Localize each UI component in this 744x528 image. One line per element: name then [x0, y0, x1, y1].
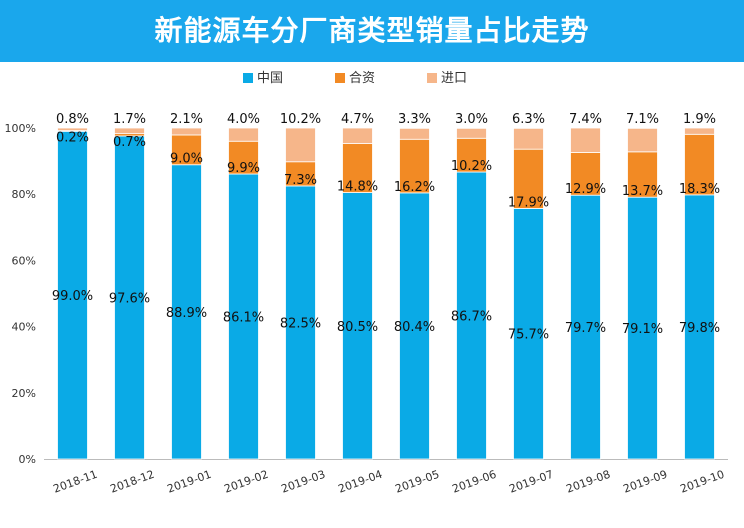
data-label: 88.9% — [166, 306, 207, 321]
bar-segment — [570, 194, 601, 460]
data-label: 9.9% — [227, 161, 260, 176]
data-label: 7.4% — [569, 112, 602, 127]
bar-segment — [285, 185, 316, 460]
bar-segment — [171, 134, 202, 166]
data-label: 3.3% — [398, 112, 431, 127]
bars — [57, 127, 715, 460]
data-label: 97.6% — [109, 291, 150, 306]
bar-segment — [342, 143, 373, 193]
data-label: 0.7% — [113, 135, 146, 150]
bar-segment — [57, 130, 88, 460]
x-tick-label: 2019-01 — [165, 468, 213, 496]
x-tick-label: 2019-03 — [279, 468, 327, 496]
data-label: 82.5% — [280, 316, 321, 331]
y-tick-label: 100% — [5, 122, 36, 135]
bar-segment — [456, 127, 487, 139]
bar-segment — [570, 127, 601, 153]
bar-segment — [399, 127, 430, 140]
y-tick-label: 40% — [12, 321, 36, 334]
data-label: 0.2% — [56, 130, 89, 145]
bar-segment — [342, 127, 373, 144]
bar-segment — [684, 127, 715, 135]
bar-segment — [228, 140, 259, 175]
data-label: 12.9% — [565, 182, 606, 197]
bar-segment — [627, 151, 658, 198]
bar-segment — [171, 164, 202, 460]
data-label: 3.0% — [455, 112, 488, 127]
data-label: 4.0% — [227, 112, 260, 127]
bar-segment — [684, 194, 715, 460]
legend: 中国 合资 进口 — [243, 71, 467, 86]
data-label: 75.7% — [508, 328, 549, 343]
x-tick-label: 2019-05 — [393, 468, 441, 496]
title-bar — [0, 0, 744, 62]
data-label: 0.8% — [56, 112, 89, 127]
data-label: 79.8% — [679, 321, 720, 336]
legend-swatch — [335, 73, 345, 83]
data-label: 2.1% — [170, 112, 203, 127]
x-tick-label: 2018-12 — [108, 468, 156, 496]
data-label: 1.7% — [113, 112, 146, 127]
data-label: 10.2% — [280, 112, 321, 127]
x-tick-label: 2019-04 — [336, 468, 384, 496]
bar-segment — [285, 127, 316, 163]
data-labels: 99.0% 0.2% 0.8% 97.6% 0.7% 1.7% 88.9% 9.0% 2.1% 8… — [52, 112, 720, 343]
bar-segment — [171, 127, 202, 136]
y-tick-label: 60% — [12, 254, 36, 267]
data-label: 79.7% — [565, 321, 606, 336]
bar-segment — [513, 127, 544, 150]
data-label: 80.4% — [394, 320, 435, 335]
x-tick-label: 2019-08 — [564, 468, 612, 496]
bar-segment — [114, 127, 145, 135]
data-label: 86.7% — [451, 310, 492, 325]
data-label: 4.7% — [341, 112, 374, 127]
bar-segment — [57, 127, 88, 132]
data-label: 6.3% — [512, 112, 545, 127]
stacked-bar-chart: 中国 合资 进口 0% 20% 40% 60% 80% 100% 2018-11 2018-12 2… — [5, 71, 728, 496]
bar-segment — [228, 173, 259, 460]
data-label: 1.9% — [683, 112, 716, 127]
bar-segment — [399, 138, 430, 194]
legend-swatch — [243, 73, 253, 83]
legend-label: 合资 — [349, 71, 375, 86]
bar-segment — [513, 148, 544, 209]
bar-segment — [114, 135, 145, 460]
data-label: 16.2% — [394, 180, 435, 195]
data-label: 14.8% — [337, 180, 378, 195]
x-tick-label: 2019-06 — [450, 468, 498, 496]
data-label: 99.0% — [52, 289, 93, 304]
x-tick-label: 2019-07 — [507, 468, 555, 496]
x-tick-label: 2019-10 — [678, 468, 726, 496]
bar-segment — [627, 196, 658, 460]
legend-swatch — [427, 73, 437, 83]
x-tick-label: 2018-11 — [51, 468, 99, 496]
bar-segment — [684, 133, 715, 196]
data-label: 18.3% — [679, 182, 720, 197]
legend-label: 进口 — [441, 71, 467, 86]
data-label: 79.1% — [622, 322, 663, 337]
bar-segment — [627, 127, 658, 153]
data-label: 7.1% — [626, 112, 659, 127]
y-tick-label: 0% — [19, 453, 36, 466]
chart-title: 新能源车分厂商类型销量占比走势 — [154, 14, 590, 47]
data-label: 7.3% — [284, 173, 317, 188]
data-label: 17.9% — [508, 195, 549, 210]
data-label: 80.5% — [337, 320, 378, 335]
data-label: 86.1% — [223, 311, 264, 326]
data-label: 10.2% — [451, 159, 492, 174]
data-label: 9.0% — [170, 152, 203, 167]
data-label: 13.7% — [622, 184, 663, 199]
bar-segment — [285, 161, 316, 187]
x-tick-label: 2019-02 — [222, 468, 270, 496]
bar-segment — [399, 192, 430, 460]
y-tick-label: 20% — [12, 387, 36, 400]
legend-label: 中国 — [257, 71, 283, 86]
bar-segment — [456, 137, 487, 173]
y-tick-label: 80% — [12, 188, 36, 201]
x-tick-label: 2019-09 — [621, 468, 669, 496]
bar-segment — [228, 127, 259, 142]
